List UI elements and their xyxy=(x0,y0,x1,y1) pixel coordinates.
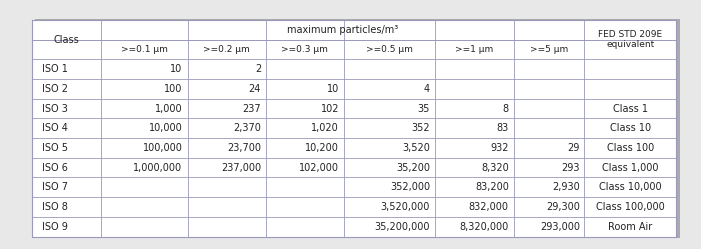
Text: 832,000: 832,000 xyxy=(469,202,509,212)
Text: 29: 29 xyxy=(567,143,580,153)
Text: 2,370: 2,370 xyxy=(233,123,261,133)
Text: 1,000: 1,000 xyxy=(155,104,182,114)
Text: 293: 293 xyxy=(562,163,580,173)
Text: ISO 6: ISO 6 xyxy=(42,163,68,173)
Text: >=0.1 μm: >=0.1 μm xyxy=(121,45,168,54)
Text: 1,000,000: 1,000,000 xyxy=(133,163,182,173)
Text: 24: 24 xyxy=(249,84,261,94)
Text: >=1 μm: >=1 μm xyxy=(456,45,494,54)
Bar xyxy=(35,19,680,238)
Text: 237: 237 xyxy=(243,104,261,114)
Text: 3,520: 3,520 xyxy=(402,143,430,153)
Text: 293,000: 293,000 xyxy=(540,222,580,232)
Text: 35,200: 35,200 xyxy=(396,163,430,173)
Text: 10,200: 10,200 xyxy=(305,143,339,153)
Text: 3,520,000: 3,520,000 xyxy=(381,202,430,212)
Text: Class 100,000: Class 100,000 xyxy=(596,202,665,212)
Text: FED STD 209E
equivalent: FED STD 209E equivalent xyxy=(598,30,662,49)
Text: 35,200,000: 35,200,000 xyxy=(374,222,430,232)
Text: 100,000: 100,000 xyxy=(142,143,182,153)
Text: 8: 8 xyxy=(503,104,509,114)
Text: 10: 10 xyxy=(327,84,339,94)
Text: 23,700: 23,700 xyxy=(227,143,261,153)
Text: 237,000: 237,000 xyxy=(221,163,261,173)
Text: >=0.2 μm: >=0.2 μm xyxy=(203,45,250,54)
Text: ISO 9: ISO 9 xyxy=(42,222,68,232)
Text: Class 10: Class 10 xyxy=(610,123,651,133)
Text: ISO 8: ISO 8 xyxy=(42,202,68,212)
Text: 29,300: 29,300 xyxy=(546,202,580,212)
Text: 932: 932 xyxy=(490,143,509,153)
Text: ISO 1: ISO 1 xyxy=(42,64,68,74)
Text: Class 1,000: Class 1,000 xyxy=(602,163,658,173)
Text: >=0.3 μm: >=0.3 μm xyxy=(281,45,328,54)
Text: 352: 352 xyxy=(411,123,430,133)
Text: 1,020: 1,020 xyxy=(311,123,339,133)
Text: Class 10,000: Class 10,000 xyxy=(599,182,662,192)
Text: ISO 5: ISO 5 xyxy=(42,143,68,153)
Text: Class 100: Class 100 xyxy=(606,143,654,153)
Text: ISO 7: ISO 7 xyxy=(42,182,68,192)
Text: ISO 3: ISO 3 xyxy=(42,104,68,114)
Text: 2: 2 xyxy=(254,64,261,74)
Text: >=0.5 μm: >=0.5 μm xyxy=(366,45,413,54)
Text: 35: 35 xyxy=(418,104,430,114)
Text: 100: 100 xyxy=(164,84,182,94)
Text: 10: 10 xyxy=(170,64,182,74)
Text: 352,000: 352,000 xyxy=(390,182,430,192)
Text: 102,000: 102,000 xyxy=(299,163,339,173)
Text: ISO 4: ISO 4 xyxy=(42,123,68,133)
Text: 83: 83 xyxy=(496,123,509,133)
Text: 8,320,000: 8,320,000 xyxy=(460,222,509,232)
Text: Room Air: Room Air xyxy=(608,222,653,232)
Text: ISO 2: ISO 2 xyxy=(42,84,68,94)
Text: 102: 102 xyxy=(320,104,339,114)
Text: maximum particles/m³: maximum particles/m³ xyxy=(287,25,398,35)
Text: Class: Class xyxy=(53,35,79,45)
Text: 8,320: 8,320 xyxy=(481,163,509,173)
Bar xyxy=(32,20,676,237)
Text: 83,200: 83,200 xyxy=(475,182,509,192)
Text: 10,000: 10,000 xyxy=(149,123,182,133)
Text: 2,930: 2,930 xyxy=(552,182,580,192)
Text: >=5 μm: >=5 μm xyxy=(530,45,568,54)
Text: Class 1: Class 1 xyxy=(613,104,648,114)
Text: 4: 4 xyxy=(424,84,430,94)
